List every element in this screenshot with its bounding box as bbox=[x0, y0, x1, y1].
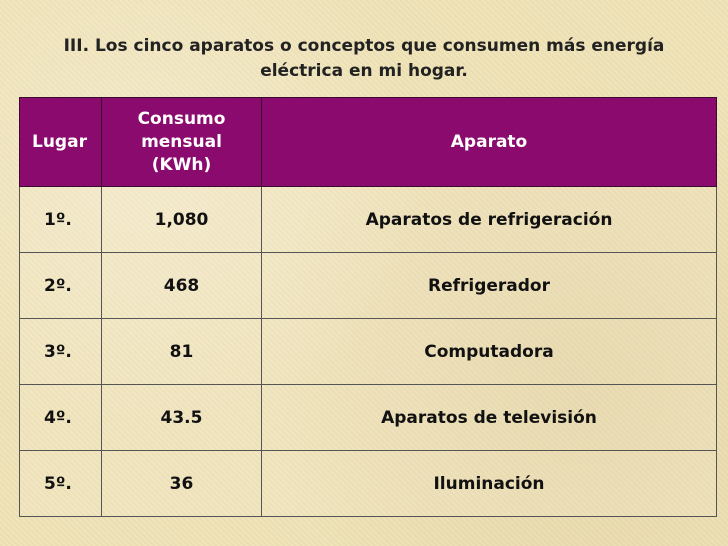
energy-consumption-table: Lugar Consumo mensual (KWh) Aparato 1º. … bbox=[19, 97, 717, 517]
page-title-line-2: eléctrica en mi hogar. bbox=[260, 61, 468, 81]
table-row: 3º. 81 Computadora bbox=[19, 318, 717, 385]
header-consumo: Consumo mensual (KWh) bbox=[101, 97, 262, 187]
header-consumo-line-1: Consumo bbox=[137, 108, 226, 129]
row-3-consumo: 81 bbox=[101, 318, 262, 385]
table-body: 1º. 1,080 Aparatos de refrigeración 2º. … bbox=[19, 186, 717, 517]
table-row: 2º. 468 Refrigerador bbox=[19, 252, 717, 319]
row-2-lugar: 2º. bbox=[19, 252, 102, 319]
row-3-aparato: Computadora bbox=[261, 318, 717, 385]
page-title: III. Los cinco aparatos o conceptos que … bbox=[24, 34, 704, 84]
header-row: Lugar Consumo mensual (KWh) Aparato bbox=[19, 97, 717, 187]
table-header: Lugar Consumo mensual (KWh) Aparato bbox=[19, 97, 717, 187]
row-4-lugar: 4º. bbox=[19, 384, 102, 451]
table-row: 5º. 36 Iluminación bbox=[19, 450, 717, 517]
table-row: 1º. 1,080 Aparatos de refrigeración bbox=[19, 186, 717, 253]
header-consumo-line-2: mensual bbox=[141, 131, 222, 152]
row-2-consumo: 468 bbox=[101, 252, 262, 319]
row-5-aparato: Iluminación bbox=[261, 450, 717, 517]
row-4-aparato: Aparatos de televisión bbox=[261, 384, 717, 451]
row-1-consumo: 1,080 bbox=[101, 186, 262, 253]
energy-table-container: Lugar Consumo mensual (KWh) Aparato 1º. … bbox=[19, 97, 717, 517]
row-5-lugar: 5º. bbox=[19, 450, 102, 517]
table-row: 4º. 43.5 Aparatos de televisión bbox=[19, 384, 717, 451]
header-consumo-line-3: (KWh) bbox=[151, 154, 212, 175]
row-5-consumo: 36 bbox=[101, 450, 262, 517]
row-4-consumo: 43.5 bbox=[101, 384, 262, 451]
page-title-line-1: III. Los cinco aparatos o conceptos que … bbox=[63, 36, 665, 56]
header-lugar: Lugar bbox=[19, 97, 102, 187]
row-1-aparato: Aparatos de refrigeración bbox=[261, 186, 717, 253]
row-1-lugar: 1º. bbox=[19, 186, 102, 253]
header-aparato: Aparato bbox=[261, 97, 717, 187]
row-2-aparato: Refrigerador bbox=[261, 252, 717, 319]
row-3-lugar: 3º. bbox=[19, 318, 102, 385]
